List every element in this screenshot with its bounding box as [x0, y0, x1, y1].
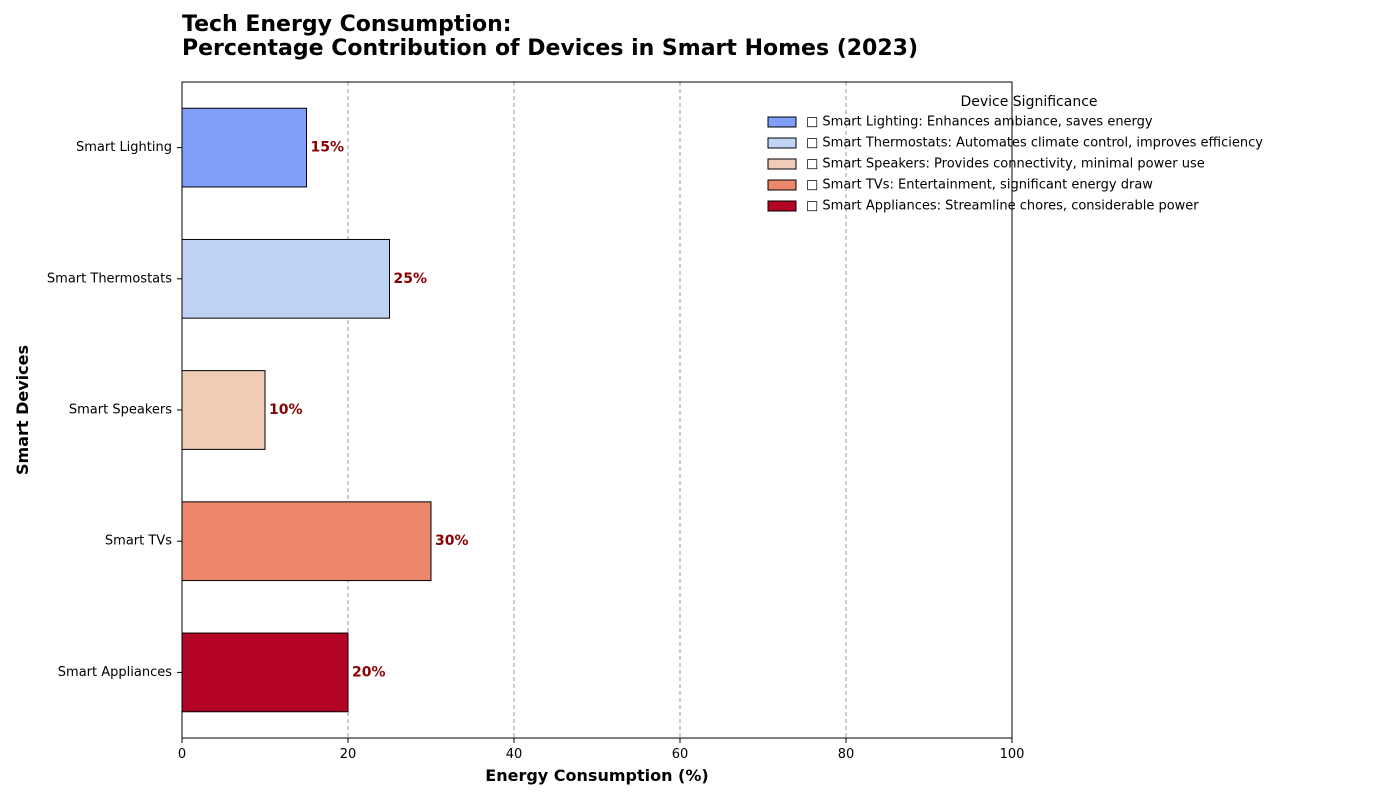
bar-smart-appliances	[181, 632, 349, 713]
bar-smart-thermostats	[181, 238, 390, 319]
data-label: 25%	[394, 271, 428, 287]
y-axis-label: Smart Devices	[13, 345, 32, 475]
chart-title: Tech Energy Consumption:Percentage Contr…	[182, 12, 918, 61]
data-label: 20%	[352, 664, 386, 680]
data-label: 10%	[269, 402, 303, 418]
legend-swatch	[767, 179, 797, 191]
legend-entry: □ Smart TVs: Entertainment, significant …	[806, 178, 1153, 193]
x-axis-label: Energy Consumption (%)	[485, 766, 708, 785]
legend-entry: □ Smart Lighting: Enhances ambiance, sav…	[806, 115, 1153, 130]
y-tick-label: Smart Speakers	[69, 403, 172, 418]
chart-title-line-2: Percentage Contribution of Devices in Sm…	[182, 36, 918, 61]
y-tick-label: Smart TVs	[105, 534, 172, 549]
x-tick-label: 80	[838, 747, 855, 762]
x-gridlines	[347, 82, 847, 738]
bar-smart-tvs	[181, 501, 432, 582]
legend-entry: □ Smart Speakers: Provides connectivity,…	[806, 157, 1205, 172]
legend-entry: □ Smart Appliances: Streamline chores, c…	[806, 199, 1199, 214]
x-tick-label: 100	[1000, 747, 1025, 762]
bar-smart-lighting	[181, 107, 307, 188]
legend-swatch	[767, 116, 797, 128]
axes: 0 20 40 60 80 100 Smart Lighting Smart Thermost…	[13, 81, 1025, 785]
data-label: 30%	[435, 533, 469, 549]
chart-title-line-1: Tech Energy Consumption:	[182, 12, 512, 37]
legend-swatch	[767, 137, 797, 149]
y-tick-label: Smart Lighting	[76, 140, 172, 155]
data-label: 15%	[311, 140, 345, 156]
legend: Device Significance □ Smart Lighting: Enh…	[767, 94, 1263, 214]
y-tick-label: Smart Thermostats	[47, 271, 172, 286]
legend-swatch	[767, 158, 797, 170]
legend-swatch	[767, 200, 797, 212]
x-tick-label: 40	[506, 747, 523, 762]
bars	[181, 107, 432, 713]
x-tick-label: 20	[340, 747, 357, 762]
legend-title: Device Significance	[960, 94, 1097, 110]
legend-entry: □ Smart Thermostats: Automates climate c…	[806, 136, 1263, 151]
x-tick-label: 0	[178, 747, 186, 762]
x-tick-label: 60	[672, 747, 689, 762]
bar-smart-speakers	[181, 370, 266, 450]
y-tick-label: Smart Appliances	[58, 665, 172, 680]
data-labels: 15% 25% 10% 30% 20%	[269, 140, 469, 681]
